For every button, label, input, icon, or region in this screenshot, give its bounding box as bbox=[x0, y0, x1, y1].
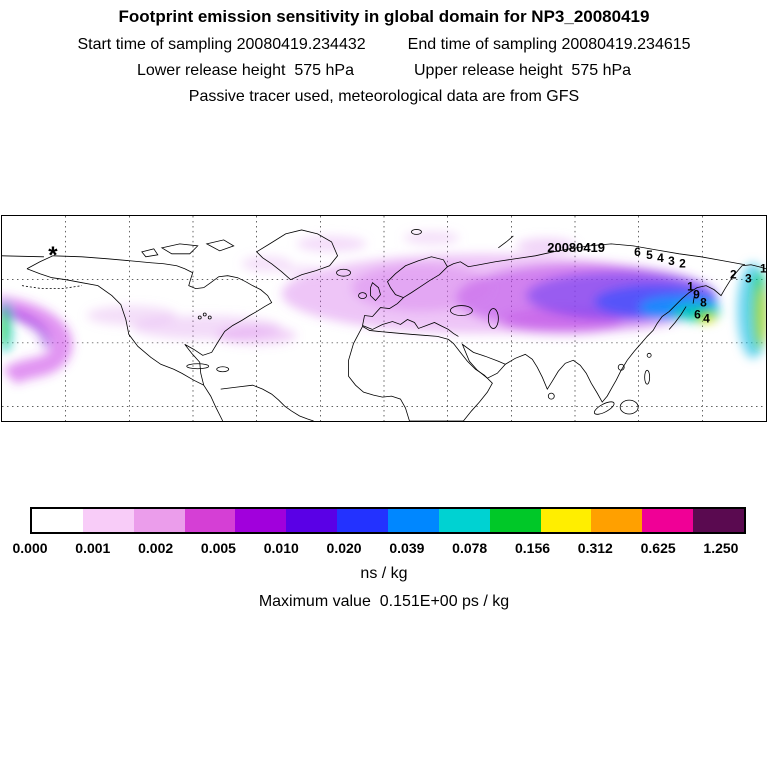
upper-release-text: Upper release height 575 hPa bbox=[414, 62, 632, 79]
coastline-arabia bbox=[461, 343, 507, 379]
coastline-mediterranean-north bbox=[372, 319, 459, 337]
colorbar-label: 0.002 bbox=[138, 540, 174, 556]
colorbar-units-label: ns / kg bbox=[360, 565, 408, 582]
colorbar-label: 0.625 bbox=[640, 540, 676, 556]
release-heights-line: Lower release height 575 hPa Upper relea… bbox=[0, 62, 768, 80]
hainan bbox=[617, 363, 625, 371]
sri-lanka bbox=[547, 392, 555, 400]
coastline-asia-arctic bbox=[447, 243, 746, 268]
colorbar-segment bbox=[540, 509, 592, 532]
colorbar-segment bbox=[337, 509, 389, 532]
trajectory-label: 4 bbox=[703, 312, 710, 326]
lower-release-text: Lower release height 575 hPa bbox=[136, 62, 354, 79]
colorbar-segment bbox=[286, 509, 338, 532]
colorbar-segment bbox=[438, 509, 490, 532]
black-sea bbox=[450, 305, 473, 316]
start-time-text: Start time of sampling 20080419.234432 bbox=[77, 36, 366, 53]
colorbar-segment bbox=[388, 509, 439, 532]
philippines bbox=[644, 369, 651, 385]
great-lakes bbox=[207, 315, 212, 320]
trajectory-label: 2 bbox=[730, 268, 737, 282]
novaya-zemlya bbox=[498, 235, 514, 249]
trajectory-label: 6 bbox=[634, 245, 641, 259]
colorbar-labels: 0.000 0.001 0.002 0.005 0.010 0.020 0.039 0.078… bbox=[12, 540, 746, 558]
colorbar-label: 0.078 bbox=[452, 540, 488, 556]
colorbar-segment bbox=[642, 509, 694, 532]
trajectory-label: 20080419 bbox=[547, 240, 605, 255]
caspian-sea bbox=[487, 308, 499, 329]
world-map-panel: * 20080419 6 5 4 3 2 1 2 3 1 9 8 6 4 bbox=[1, 215, 767, 422]
colorbar-label: 0.001 bbox=[75, 540, 111, 556]
colorbar-segment bbox=[489, 509, 541, 532]
colorbar-label: 0.039 bbox=[389, 540, 425, 556]
iceland bbox=[336, 268, 351, 277]
coastline-north-america bbox=[26, 268, 224, 421]
trajectory-label: 6 bbox=[694, 308, 701, 322]
arctic-islands bbox=[141, 239, 235, 258]
taiwan bbox=[646, 352, 652, 358]
colorbar-segment bbox=[235, 509, 287, 532]
colorbar-label: 0.156 bbox=[514, 540, 551, 556]
hispaniola bbox=[216, 366, 230, 373]
trajectory-label: 1 bbox=[687, 280, 694, 294]
japan bbox=[668, 306, 687, 330]
svalbard bbox=[411, 229, 422, 235]
colorbar bbox=[30, 507, 746, 534]
sumatra bbox=[593, 401, 615, 415]
colorbar-label: 0.000 bbox=[12, 540, 48, 556]
colorbar-segment bbox=[693, 509, 745, 532]
receptor-leader-line bbox=[2, 255, 44, 258]
colorbar-segment bbox=[32, 509, 83, 532]
trajectory-label: 9 bbox=[693, 288, 700, 302]
coastline-greenland bbox=[256, 229, 339, 281]
colorbar-segment bbox=[82, 509, 134, 532]
scandinavia bbox=[387, 256, 448, 299]
receptor-marker-star: * bbox=[48, 242, 58, 269]
great-lakes bbox=[202, 312, 207, 317]
colorbar-segment bbox=[184, 509, 236, 532]
trajectory-label: 3 bbox=[745, 272, 752, 286]
trajectory-label: 3 bbox=[668, 254, 675, 268]
colorbar-label: 0.005 bbox=[200, 540, 236, 556]
sakhalin bbox=[692, 291, 696, 304]
coastline-north-america-east bbox=[26, 255, 273, 386]
coastlines bbox=[21, 229, 766, 421]
colorbar-label: 0.312 bbox=[577, 540, 613, 556]
coastline-asia-south bbox=[505, 264, 766, 403]
page-title: Footprint emission sensitivity in global… bbox=[118, 7, 650, 26]
trajectory-label: 5 bbox=[646, 248, 653, 262]
coastline-south-america bbox=[220, 384, 314, 421]
colorbar-label: 1.250 bbox=[703, 540, 739, 556]
max-value-text: Maximum value 0.151E+00 ps / kg bbox=[258, 593, 510, 610]
great-lakes bbox=[197, 315, 202, 320]
trajectory-label: 1 bbox=[760, 262, 766, 276]
aleutian-islands bbox=[21, 285, 82, 290]
colorbar-label: 0.020 bbox=[326, 540, 362, 556]
tracer-info-line: Passive tracer used, meteorological data… bbox=[188, 88, 580, 105]
colorbar-label: 0.010 bbox=[263, 540, 299, 556]
british-isles bbox=[370, 282, 381, 302]
coastline-europe-west bbox=[362, 297, 404, 330]
colorbar-segment bbox=[591, 509, 643, 532]
emission-plume-layer bbox=[2, 230, 766, 386]
trajectory-label: 4 bbox=[657, 251, 664, 265]
end-time-text: End time of sampling 20080419.234615 bbox=[407, 36, 691, 53]
borneo bbox=[619, 399, 639, 415]
trajectory-label: 8 bbox=[700, 296, 707, 310]
ireland bbox=[358, 292, 367, 299]
sampling-times-line: Start time of sampling 20080419.234432 E… bbox=[0, 36, 768, 54]
cuba bbox=[186, 363, 210, 370]
coastline-africa bbox=[348, 325, 493, 421]
trajectory-label: 2 bbox=[679, 257, 686, 271]
colorbar-segment bbox=[133, 509, 185, 532]
